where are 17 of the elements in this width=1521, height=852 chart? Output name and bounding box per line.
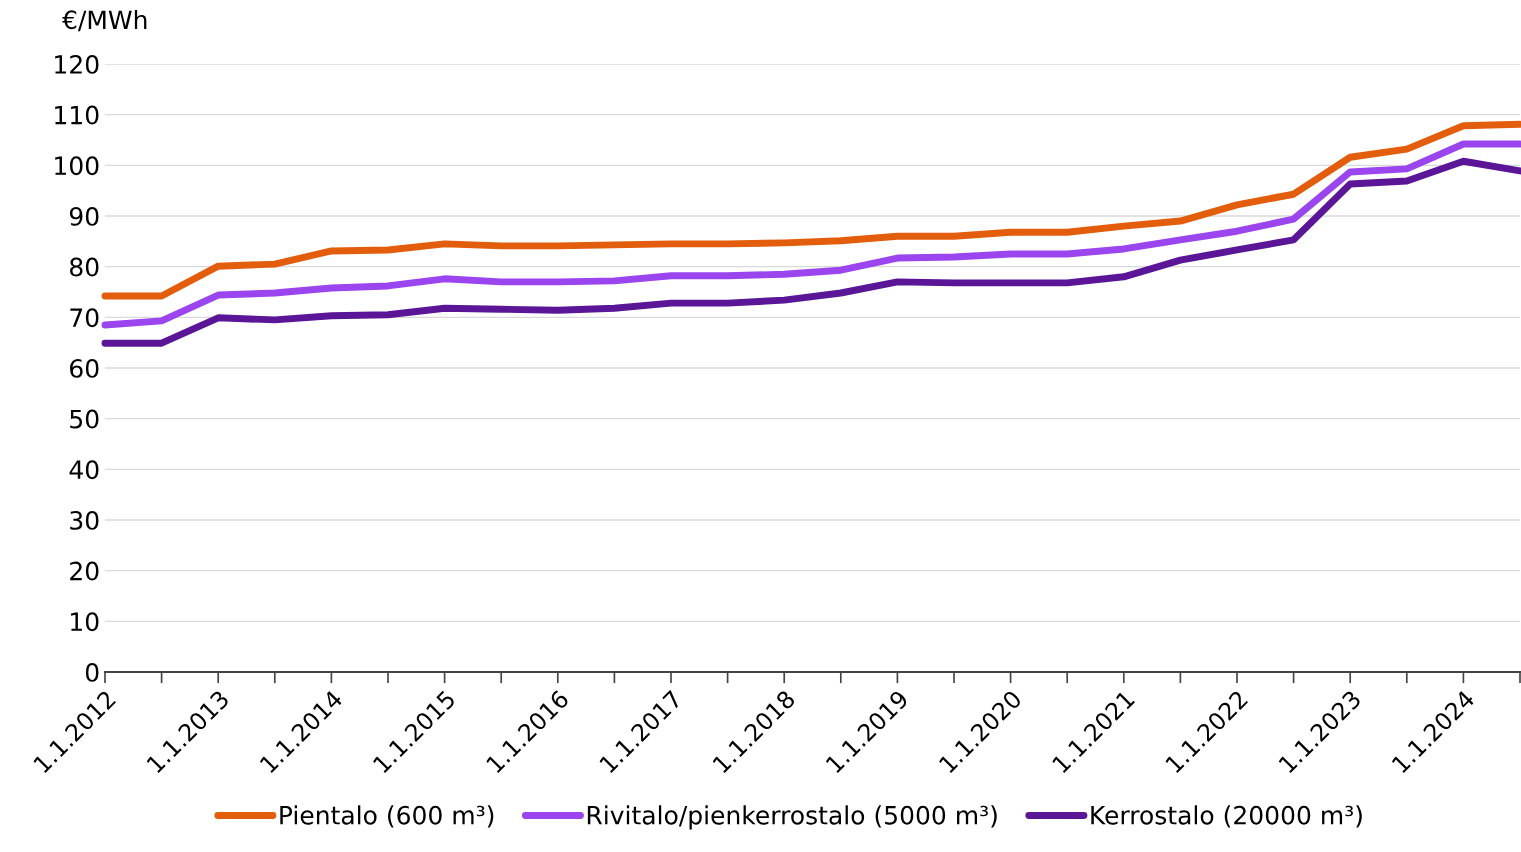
y-tick-label: 70 [70, 308, 99, 328]
y-tick-label: 60 [70, 358, 99, 378]
y-tick-label: 110 [55, 105, 99, 125]
y-tick-label: 30 [70, 510, 99, 530]
y-tick-label: 100 [55, 156, 99, 176]
legend-label: Pientalo (600 m³) [280, 805, 494, 828]
y-tick-label: 10 [71, 612, 99, 632]
y-tick-label: 90 [69, 206, 99, 226]
legend-label: Rivitalo/pienkerrostalo (5000 m³) [587, 805, 997, 830]
y-tick-label: 120 [55, 54, 99, 74]
y-tick-label: 0 [85, 662, 99, 682]
legend-label: Kerrostalo (20000 m³) [1091, 805, 1362, 828]
y-tick-label: 50 [70, 409, 99, 429]
y-axis-title: €/MWh [62, 9, 147, 32]
y-tick-label: 40 [69, 460, 99, 480]
y-tick-label: 80 [70, 257, 99, 277]
y-tick-label: 20 [70, 561, 99, 581]
